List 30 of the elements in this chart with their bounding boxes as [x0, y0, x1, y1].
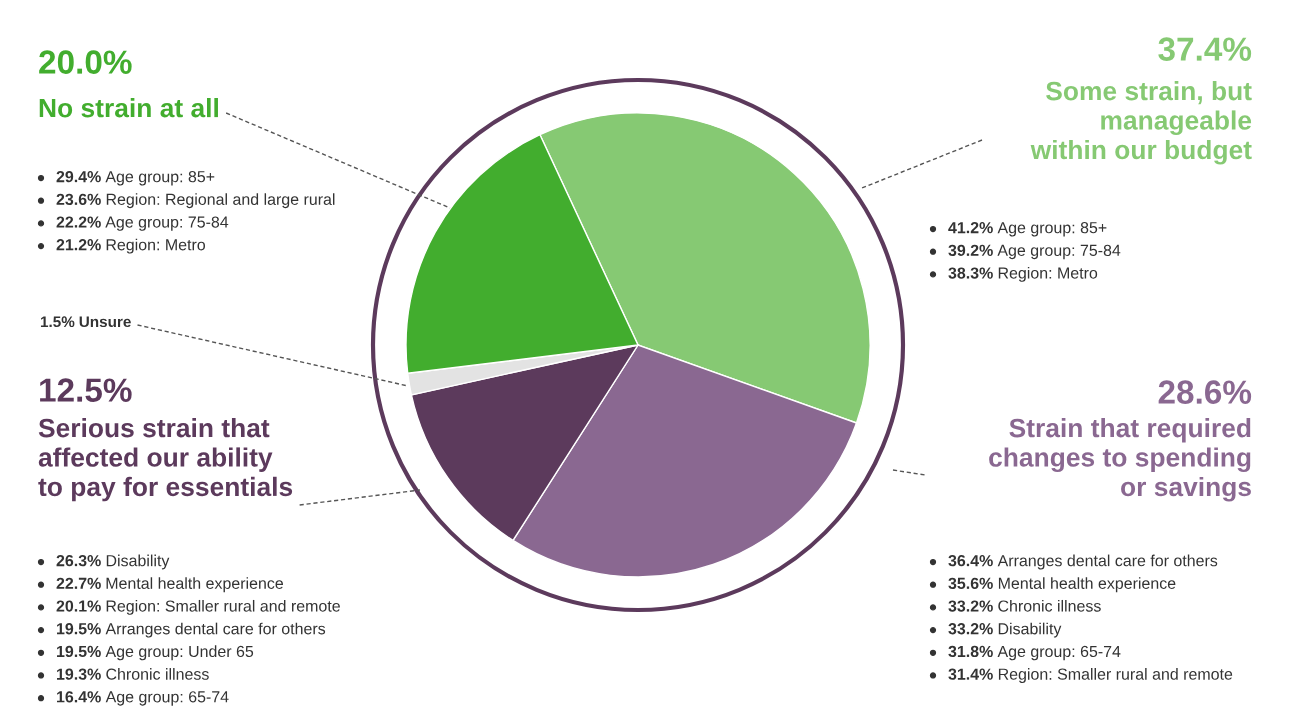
text: 23.6% Region: Regional and large rural — [56, 193, 335, 209]
slice-label: Serious strain that affected our ability to pay for essentials — [38, 418, 293, 502]
text: 31.4% Region: Smaller rural and remote — [948, 668, 1233, 683]
text: 22.7% Mental health experience — [56, 577, 284, 593]
data-label: 1.5% — [40, 316, 75, 328]
data-label: 12.5% — [40, 378, 132, 402]
slice-label: Some strain, but manageable within our budget — [1030, 81, 1252, 165]
slice-label: No strain at all — [39, 98, 218, 118]
data-label: 20.0% — [39, 50, 132, 74]
text: 19.5% Age group: Under 65 — [57, 645, 254, 661]
text: 33.2% Disability — [948, 622, 1062, 638]
text: 26.3% Disability — [56, 554, 170, 570]
text: 41.2% Age group: 85+ — [948, 221, 1107, 237]
text: 20.1% Region: Smaller rural and remote — [56, 599, 340, 615]
data-label: 28.6% — [1158, 380, 1252, 404]
text: 38.3% Region: Metro — [948, 266, 1098, 282]
text: 39.2% Age group: 75-84 — [948, 244, 1121, 260]
text: 35.6% Mental health experience — [948, 577, 1176, 593]
text: 19.5% Arranges dental care for others — [57, 622, 326, 638]
slice-label: Unsure — [79, 316, 131, 328]
text: 33.2% Chronic illness — [948, 599, 1101, 612]
text: 19.3% Chronic illness — [57, 668, 209, 680]
text: 22.2% Age group: 75-84 — [56, 216, 229, 231]
text: 31.8% Age group: 65-74 — [948, 645, 1121, 661]
slice-label: Strain that required changes to spending or savings — [989, 418, 1251, 502]
text: 16.4% Age group: 65-74 — [57, 691, 229, 706]
text: 29.4% Age group: 85+ — [56, 170, 215, 186]
data-label: 37.4% — [1158, 37, 1252, 61]
text: 21.2% Region: Metro — [56, 238, 206, 254]
text: 36.4% Arranges dental care for others — [948, 554, 1218, 570]
